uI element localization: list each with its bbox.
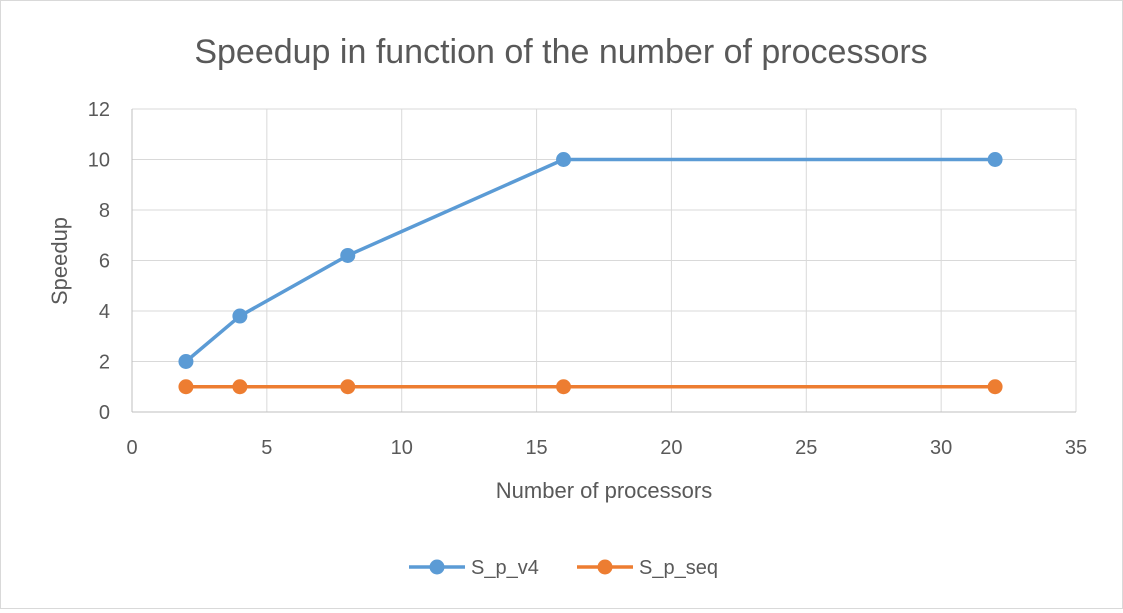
x-tick-label: 30 [930,437,952,459]
axes [131,109,1076,413]
y-tick-label: 10 [88,150,110,172]
data-point [556,379,572,395]
y-tick-label: 8 [99,200,110,222]
data-point [178,379,194,395]
data-point [556,152,572,167]
legend-marker [597,559,613,575]
x-tick-label: 25 [795,437,817,459]
x-axis-title: Number of processors [496,478,712,503]
series-layer [178,152,1003,395]
data-point [340,379,356,395]
x-tick-labels: 0 5 10 15 20 25 30 35 [126,437,1087,459]
y-tick-label: 4 [99,301,110,323]
legend: S_p_v4 S_p_seq [409,557,718,579]
x-tick-label: 15 [525,437,547,459]
legend-label: S_p_v4 [471,557,539,579]
y-tick-label: 12 [88,99,110,121]
y-tick-labels: 0 2 4 6 8 10 12 [88,99,110,424]
y-tick-label: 0 [99,402,110,424]
legend-label: S_p_seq [639,557,718,579]
legend-marker [429,559,445,575]
data-point [178,354,194,369]
x-tick-label: 5 [261,437,272,459]
y-tick-label: 2 [99,352,110,374]
y-tick-label: 6 [99,251,110,273]
data-point [987,152,1003,167]
chart-title: Speedup in function of the number of pro… [194,33,927,71]
data-point [232,308,248,324]
data-point [987,379,1003,395]
x-tick-label: 10 [391,437,413,459]
x-tick-label: 0 [126,437,137,459]
legend-item: S_p_seq [577,557,718,579]
data-point [232,379,248,395]
x-tick-label: 20 [660,437,682,459]
legend-item: S_p_v4 [409,557,539,579]
y-axis-title: Speedup [47,217,72,305]
data-point [340,247,356,263]
grid-lines [132,108,1077,412]
x-tick-label: 35 [1065,437,1087,459]
